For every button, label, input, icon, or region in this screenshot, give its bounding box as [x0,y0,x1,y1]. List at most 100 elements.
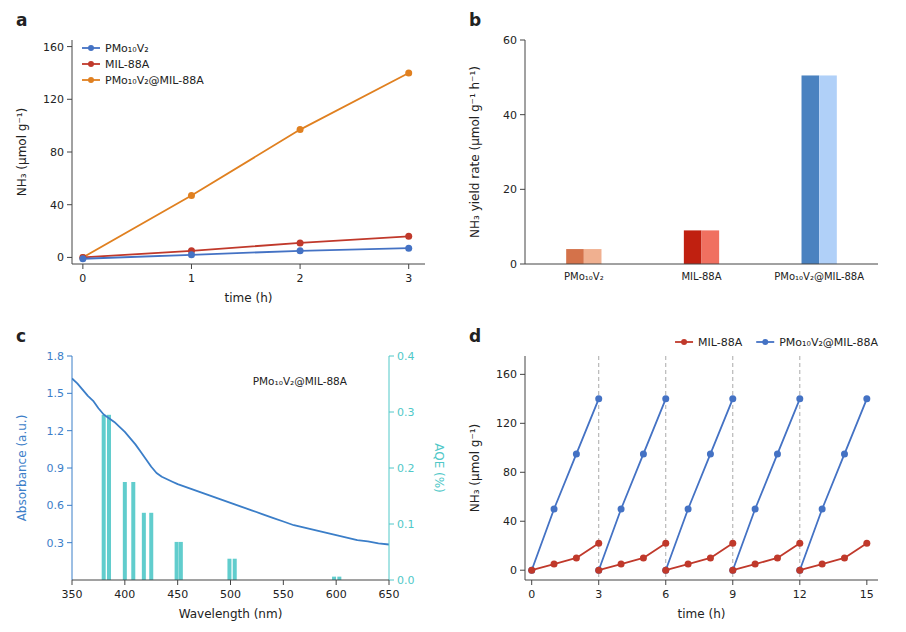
bar [227,559,231,580]
marker [863,395,870,402]
x-tick-label: PMo₁₀V₂ [564,271,604,282]
marker [405,69,412,76]
panel-label: c [16,326,26,346]
marker [729,567,736,574]
legend-label: PMo₁₀V₂ [105,42,149,55]
marker [188,192,195,199]
marker [640,450,647,457]
y-tick [67,99,72,100]
y-tick-label: 0 [510,258,517,271]
bar [702,230,720,264]
x-tick [72,580,73,585]
x-tick [732,580,733,585]
marker [819,506,826,513]
x-axis-line [525,580,878,581]
marker [685,506,692,513]
marker [752,506,759,513]
marker [796,567,803,574]
plot-area [566,75,837,264]
x-tick-label: 400 [114,588,135,601]
marker [405,233,412,240]
marker [796,395,803,402]
x-axis-line [525,264,878,265]
panel-label: a [16,10,27,30]
y-tick [520,189,525,190]
y2-tick-label: 0.1 [397,518,415,531]
y2-tick [389,412,394,413]
marker [752,561,759,568]
y2-tick [389,356,394,357]
marker [573,554,580,561]
marker [841,554,848,561]
legend: PMo₁₀V₂ MIL-88A PMo₁₀V₂@MIL-88A [82,42,204,87]
plot-area [72,378,389,580]
y-tick [520,40,525,41]
legend-marker [88,61,94,67]
legend-marker [762,339,768,345]
y-tick-label: 160 [43,41,64,54]
y-tick-label: 20 [503,183,517,196]
plot-area [79,69,412,262]
marker [595,540,602,547]
marker [551,506,558,513]
bar [337,577,341,580]
y-tick [520,521,525,522]
y2-tick-label: 0.4 [397,350,415,363]
y-tick [67,430,72,431]
x-tick [866,580,867,585]
x-tick-label: 0 [528,588,535,601]
legend-item: MIL-88A [675,336,743,349]
y-tick-label: 120 [496,417,517,430]
x-axis-label: Wavelength (nm) [179,607,283,621]
y-tick-label: 0.6 [47,499,65,512]
x-tick [300,264,301,269]
marker [662,567,669,574]
bar [175,542,179,580]
y2-axis-label: AQE (%) [432,443,446,493]
marker [595,567,602,574]
bar [566,249,584,264]
y2-tick-label: 0.2 [397,462,415,475]
background [0,0,906,632]
marker [685,561,692,568]
bar [123,482,127,580]
bar [819,75,837,264]
x-tick [336,580,337,585]
panel: d04080120160NH₃ (μmol g⁻¹)03691215time (… [468,326,878,621]
legend-item: PMo₁₀V₂@MIL-88A [82,74,204,87]
y-axis-label: NH₃ yield rate (μmol g⁻¹ h⁻¹) [468,66,482,238]
y-tick-label: 1.5 [47,387,65,400]
y-axis-label: NH₃ (μmol g⁻¹) [15,108,29,197]
x-tick-label: 3 [595,588,602,601]
marker [188,251,195,258]
x-tick-label: 12 [793,588,807,601]
bar [142,513,146,580]
x-tick [82,264,83,269]
marker [707,450,714,457]
legend-item: PMo₁₀V₂ [82,42,149,55]
line [83,248,409,259]
marker [618,561,625,568]
marker [405,245,412,252]
marker [640,554,647,561]
x-tick-label: 550 [273,588,294,601]
y-tick [520,114,525,115]
y-tick-label: 40 [50,199,64,212]
x-tick-label: 6 [662,588,669,601]
bar [802,75,820,264]
legend-item: MIL-88A [82,58,150,71]
marker [662,395,669,402]
marker [528,567,535,574]
panel: a04080120160NH₃ (μmol g⁻¹)0123time (h)PM… [15,10,425,305]
legend-marker [681,339,687,345]
x-tick [177,580,178,585]
x-tick [230,580,231,585]
line [532,543,867,570]
x-tick [408,264,409,269]
marker [729,395,736,402]
x-tick-label: 450 [167,588,188,601]
marker [595,395,602,402]
x-tick [598,580,599,585]
x-tick-label: 1 [188,272,195,285]
legend: MIL-88APMo₁₀V₂@MIL-88A [675,336,878,349]
